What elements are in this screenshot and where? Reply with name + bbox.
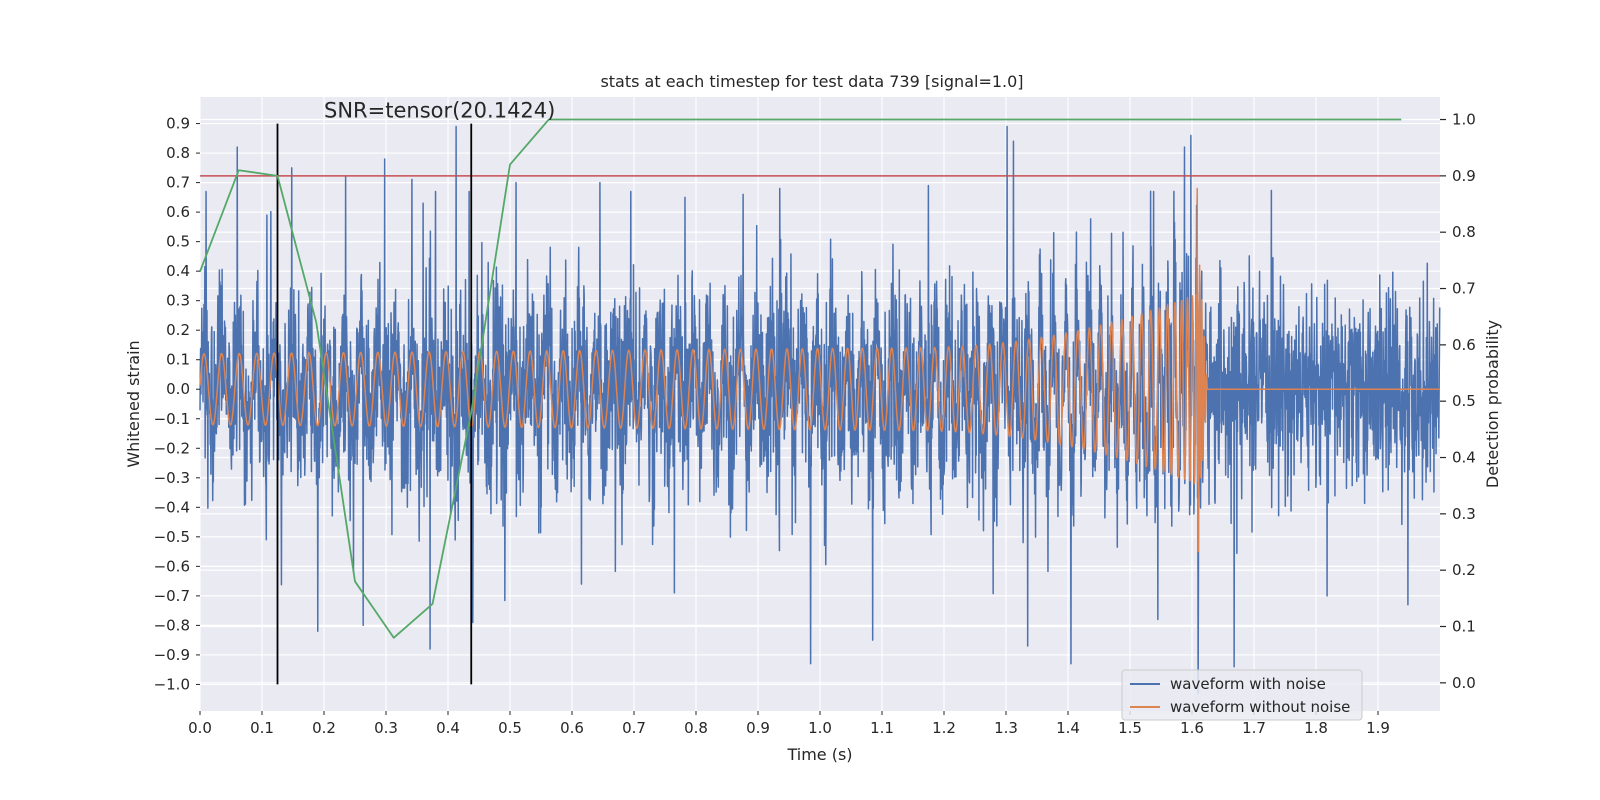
y-left-tick-label: −0.2 <box>154 439 190 457</box>
x-tick-label: 0.7 <box>622 719 646 737</box>
y-right-tick-label: 0.7 <box>1452 280 1476 298</box>
y-left-tick-label: 0.1 <box>166 351 190 369</box>
series-detection-probability <box>199 118 1402 639</box>
series-waveform-with-noise <box>199 125 1441 695</box>
x-tick-label: 0.9 <box>746 719 770 737</box>
y-left-tick-label: −0.8 <box>154 616 190 634</box>
y-left-axis-title: Whitened strain <box>124 340 143 467</box>
y-left-tick-label: −0.6 <box>154 557 190 575</box>
legend-label-waveform-with-noise: waveform with noise <box>1170 675 1326 693</box>
y-left-tick-label: −0.7 <box>154 587 190 605</box>
y-left-tick-label: 0.6 <box>166 203 190 221</box>
noise-waveform-line <box>199 125 1441 695</box>
y-right-axis-ticks: 1.0 0.9 0.8 0.7 0.6 0.5 0.4 0.3 0.2 0.1 0.0 <box>1440 111 1476 692</box>
x-axis-ticks: 0.0 0.1 0.2 0.3 0.4 0.5 0.6 0.7 0.8 0.9 1.0 1.1 1.2 1… <box>188 711 1390 737</box>
x-tick-label: 1.2 <box>932 719 956 737</box>
x-tick-label: 1.5 <box>1118 719 1142 737</box>
x-tick-label: 1.4 <box>1056 719 1080 737</box>
y-left-tick-label: −0.3 <box>154 469 190 487</box>
x-tick-label: 1.3 <box>994 719 1018 737</box>
x-tick-label: 1.1 <box>870 719 894 737</box>
y-left-tick-label: 0.3 <box>166 292 190 310</box>
x-tick-label: 0.0 <box>188 719 212 737</box>
x-axis-title: Time (s) <box>786 745 852 764</box>
legend-box <box>1121 669 1363 721</box>
y-right-tick-label: 0.8 <box>1452 223 1476 241</box>
y-right-tick-label: 1.0 <box>1452 111 1476 129</box>
legend-label-waveform-without-noise: waveform without noise <box>1170 698 1350 716</box>
legend: waveform with noise waveform without noi… <box>1121 669 1363 721</box>
y-right-tick-label: 0.4 <box>1452 449 1476 467</box>
y-left-tick-label: 0.5 <box>166 233 190 251</box>
y-left-tick-label: 0.9 <box>166 115 190 133</box>
y-left-tick-label: 0.2 <box>166 321 190 339</box>
x-tick-label: 1.7 <box>1242 719 1266 737</box>
vertical-marker-lines <box>276 123 473 685</box>
y-right-tick-label: 0.5 <box>1452 392 1476 410</box>
y-right-tick-label: 0.9 <box>1452 167 1476 185</box>
x-tick-label: 1.8 <box>1304 719 1328 737</box>
x-tick-label: 0.1 <box>250 719 274 737</box>
y-left-tick-label: −0.9 <box>154 646 190 664</box>
y-left-axis-ticks: 0.9 0.8 0.7 0.6 0.5 0.4 0.3 0.2 0.1 0.0 −0.1 −0.2 −0… <box>154 115 200 693</box>
y-right-tick-label: 0.6 <box>1452 336 1476 354</box>
y-left-tick-label: −1.0 <box>154 675 190 693</box>
x-tick-label: 0.4 <box>436 719 460 737</box>
series-waveform-without-noise <box>199 187 1441 553</box>
y-left-tick-label: −0.1 <box>154 410 190 428</box>
chart-title: stats at each timestep for test data 739… <box>600 72 1023 91</box>
x-tick-label: 1.9 <box>1366 719 1390 737</box>
y-left-tick-label: 0.4 <box>166 262 190 280</box>
y-right-axis-title: Detection probability <box>1483 320 1502 488</box>
x-tick-label: 0.2 <box>312 719 336 737</box>
clean-waveform-line <box>199 187 1441 553</box>
x-tick-label: 1.6 <box>1180 719 1204 737</box>
x-tick-label: 0.8 <box>684 719 708 737</box>
x-tick-label: 0.5 <box>498 719 522 737</box>
y-left-tick-label: 0.8 <box>166 144 190 162</box>
y-left-tick-label: −0.5 <box>154 528 190 546</box>
x-tick-label: 0.6 <box>560 719 584 737</box>
y-left-tick-label: −0.4 <box>154 498 190 516</box>
y-right-tick-label: 0.3 <box>1452 505 1476 523</box>
y-left-tick-label: 0.0 <box>166 380 190 398</box>
x-tick-label: 1.0 <box>808 719 832 737</box>
x-tick-label: 0.3 <box>374 719 398 737</box>
y-right-tick-label: 0.1 <box>1452 618 1476 636</box>
y-left-tick-label: 0.7 <box>166 174 190 192</box>
probability-line <box>199 118 1402 639</box>
y-right-tick-label: 0.0 <box>1452 674 1476 692</box>
y-right-tick-label: 0.2 <box>1452 561 1476 579</box>
snr-annotation: SNR=tensor(20.1424) <box>324 99 555 123</box>
